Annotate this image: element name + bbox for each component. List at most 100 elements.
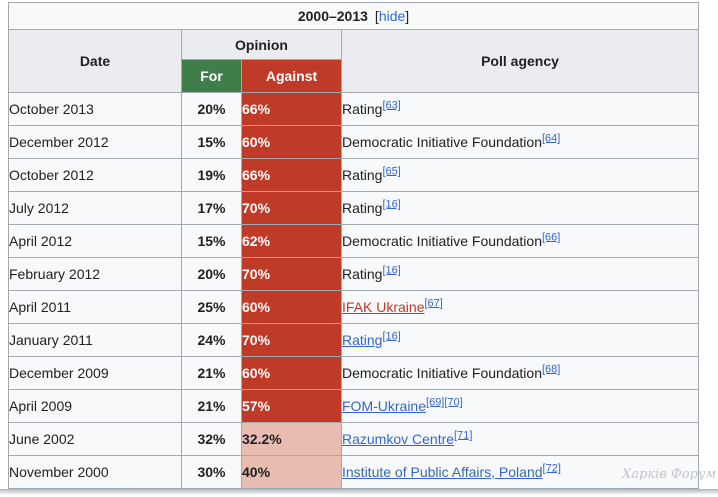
table-title: 2000–2013 [297,8,368,24]
against-value-cell: 32.2% [241,422,342,456]
date-cell: June 2002 [8,422,182,456]
table-row: October 2012 19% 66% Rating[65] [8,158,700,192]
date-cell: April 2011 [8,290,182,324]
date-cell: July 2012 [8,191,182,225]
bottom-shadow [0,489,718,495]
agency-cell: FOM-Ukraine[69][70] [340,389,700,423]
for-value-cell: 21% [181,356,242,390]
table-row: December 2012 15% 60% Democratic Initiative… [8,125,700,159]
hide-toggle: [hide] [375,8,409,24]
reference-link[interactable]: [68] [542,363,561,376]
date-cell: January 2011 [8,323,182,357]
for-value-cell: 20% [181,257,242,291]
table-row: November 2000 30% 40% Institute of Public A… [8,455,700,489]
agency-cell: Rating[63] [340,92,700,126]
header-row-sub: For Against [9,59,699,93]
agency-cell: Democratic Initiative Foundation[64] [340,125,700,159]
date-cell: December 2009 [8,356,182,390]
agency-cell: IFAK Ukraine[67] [340,290,700,324]
against-value-cell: 62% [241,224,342,258]
table-row: December 2009 21% 60% Democratic Initiative… [8,356,700,390]
agency-cell: Rating[16] [340,257,700,291]
table-row: April 2012 15% 62% Democratic Initiative Fo… [8,224,700,258]
for-column-header: For [181,59,242,93]
for-value-cell: 20% [181,92,242,126]
agency-cell: Rating[65] [340,158,700,192]
for-value-cell: 24% [181,323,242,357]
table-row: February 2012 20% 70% Rating[16] [8,257,700,291]
agency-name[interactable]: Rating [342,332,383,348]
against-value-cell: 70% [241,323,342,357]
date-cell: October 2013 [8,92,182,126]
for-value-cell: 15% [181,125,242,159]
date-cell: February 2012 [8,257,182,291]
poll-table: 2000–2013 [hide] Date Opinion Poll agency… [7,2,700,489]
date-cell: October 2012 [8,158,182,192]
table-row: July 2012 17% 70% Rating[16] [8,191,700,225]
against-value-cell: 40% [241,455,342,489]
agency-name: Rating [342,101,383,117]
reference-link[interactable]: [72] [542,462,561,475]
date-cell: December 2012 [8,125,182,159]
reference-link[interactable]: [66] [542,231,561,244]
against-value-cell: 66% [241,92,342,126]
table-row: June 2002 32% 32.2% Razumkov Centre[71] [8,422,700,456]
reference-link[interactable]: [64] [542,132,561,145]
agency-name: Democratic Initiative Foundation [342,134,542,150]
reference-link[interactable]: [67] [424,297,443,310]
table-title-row: 2000–2013 [hide] [7,2,700,30]
for-value-cell: 15% [181,224,242,258]
poll-agency-column-header: Poll agency [340,29,700,93]
for-value-cell: 19% [181,158,242,192]
against-value-cell: 66% [241,158,342,192]
table-row: October 2013 20% 66% Rating[63] [8,92,700,126]
agency-name[interactable]: FOM-Ukraine [342,398,427,414]
agency-name[interactable]: Institute of Public Affairs, Poland [342,464,543,480]
header-row-top: Date Opinion Poll agency [8,29,700,93]
for-value-cell: 25% [181,290,242,324]
against-column-header: Against [241,59,342,93]
table-row: April 2011 25% 60% IFAK Ukraine[67] [8,290,700,324]
agency-name: Rating [342,266,383,282]
date-column-header: Date [8,29,182,93]
against-value-cell: 60% [241,356,342,390]
against-value-cell: 70% [241,257,342,291]
open-bracket: [ [374,8,379,24]
agency-cell: Democratic Initiative Foundation[66] [340,224,700,258]
agency-cell: Democratic Initiative Foundation[68] [340,356,700,390]
agency-name: Rating [342,200,383,216]
reference-link[interactable]: [16] [382,330,401,343]
table-row: January 2011 24% 70% Rating[16] [8,323,700,357]
for-value-cell: 21% [181,389,242,423]
reference-link[interactable]: [16] [382,198,401,211]
against-value-cell: 60% [241,290,342,324]
agency-name: Democratic Initiative Foundation [342,233,542,249]
agency-cell: Rating[16] [340,191,700,225]
date-cell: April 2009 [8,389,182,423]
agency-name: Rating [342,167,383,183]
reference-link[interactable]: [65] [382,165,401,178]
agency-cell: Razumkov Centre[71] [340,422,700,456]
reference-link[interactable]: [70] [444,396,463,409]
table-title-cell: 2000–2013 [hide] [7,2,700,30]
for-value-cell: 30% [181,455,242,489]
close-bracket: ] [405,8,410,24]
agency-cell: Rating[16] [340,323,700,357]
against-value-cell: 57% [241,389,342,423]
agency-name: Democratic Initiative Foundation [342,365,542,381]
against-value-cell: 70% [241,191,342,225]
agency-name[interactable]: IFAK Ukraine [342,299,425,315]
reference-link[interactable]: [69] [426,396,445,409]
against-value-cell: 60% [241,125,342,159]
date-cell: April 2012 [8,224,182,258]
agency-cell: Institute of Public Affairs, Poland[72] [340,455,700,489]
agency-name[interactable]: Razumkov Centre [342,431,455,447]
hide-link[interactable]: hide [378,8,406,24]
reference-link[interactable]: [63] [382,99,401,112]
date-cell: November 2000 [8,455,182,489]
table-row: April 2009 21% 57% FOM-Ukraine[69][70] [8,389,700,423]
reference-link[interactable]: [71] [454,429,473,442]
opinion-column-header: Opinion [181,29,342,60]
reference-link[interactable]: [16] [382,264,401,277]
